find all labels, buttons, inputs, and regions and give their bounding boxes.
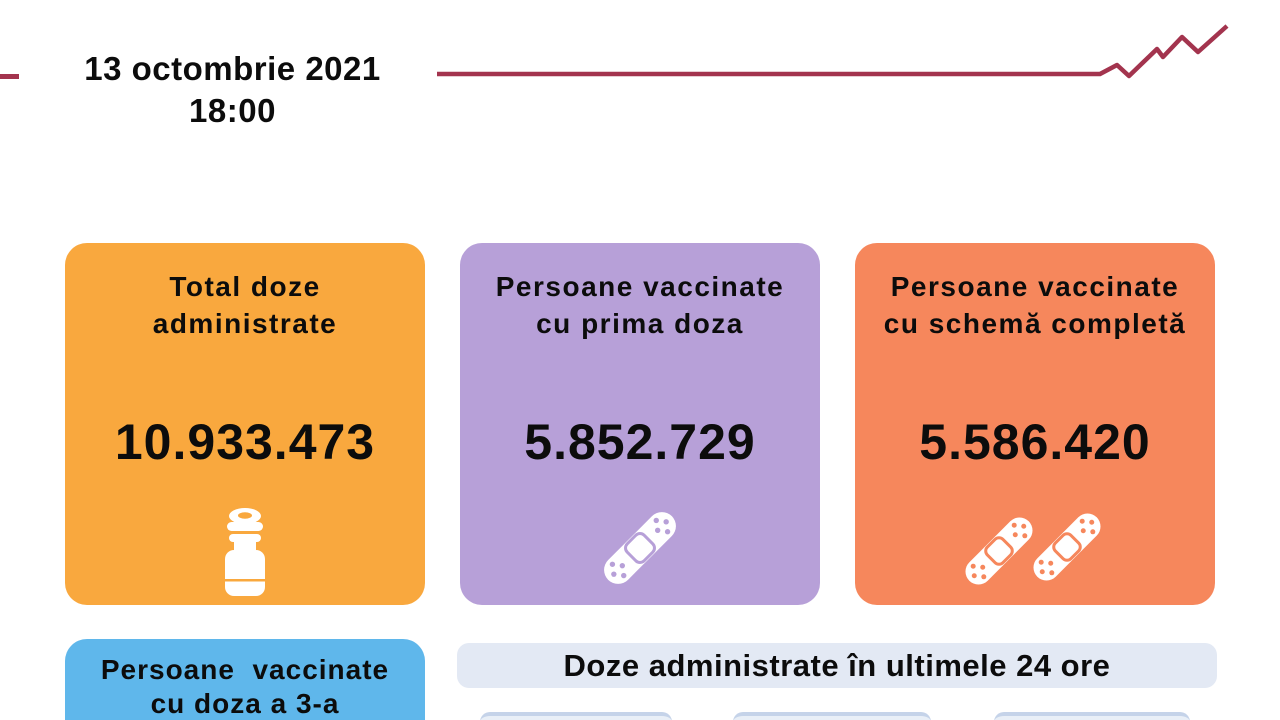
report-date: 13 octombrie 2021 [84,50,381,87]
last-24h-mini-box [480,712,672,720]
card-title: Persoane vaccinate cu schemă completă [883,271,1187,339]
last-24h-mini-box [994,712,1190,720]
accent-line-left [0,74,19,79]
report-datetime: 13 octombrie 2021 18:00 [55,48,410,132]
double-bandage-icon [855,495,1215,597]
stat-card-first-dose: Persoane vaccinate cu prima doza 5.852.7… [460,243,820,605]
full-schema-value: 5.586.420 [919,414,1151,470]
stat-card-third-dose: Persoane vaccinate cu doza a 3-a [65,639,425,720]
card-title: Persoane vaccinate [100,654,390,685]
card-title-line2: cu doza a 3-a [150,688,340,719]
stat-card-full-schema: Persoane vaccinate cu schemă completă 5.… [855,243,1215,605]
vaccine-vial-icon [65,507,425,597]
first-dose-value: 5.852.729 [524,414,756,470]
last-24h-section-header: Doze administrate în ultimele 24 ore [457,643,1217,688]
card-title: Total doze administrate [152,271,338,339]
bandage-icon [460,495,820,597]
card-title: Persoane vaccinate cu prima doza [495,271,785,339]
trend-line-icon [437,24,1229,79]
last-24h-mini-box [733,712,931,720]
stat-card-total-doses: Total doze administrate 10.933.473 [65,243,425,605]
total-doses-value: 10.933.473 [114,414,376,470]
report-time: 18:00 [189,92,276,129]
